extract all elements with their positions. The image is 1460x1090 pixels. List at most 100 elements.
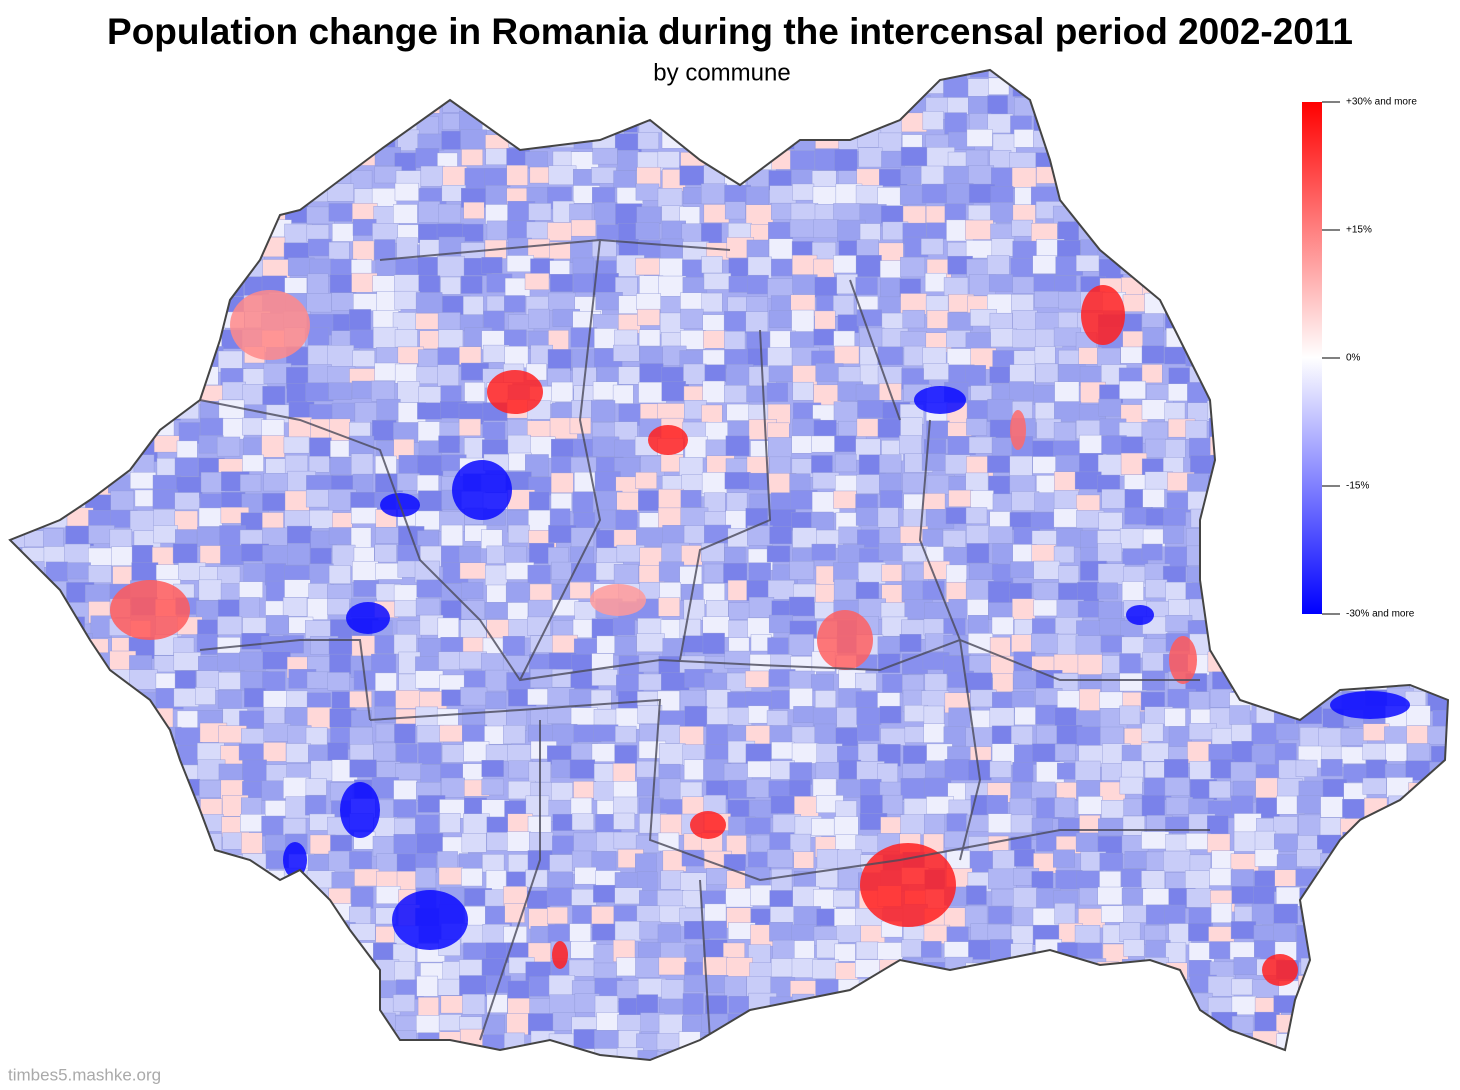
commune xyxy=(617,1014,642,1033)
commune xyxy=(10,187,23,207)
commune xyxy=(1209,238,1238,257)
commune xyxy=(67,709,96,729)
commune xyxy=(813,328,836,346)
commune xyxy=(1119,776,1143,795)
commune xyxy=(1364,1032,1391,1050)
commune xyxy=(789,560,815,580)
commune xyxy=(1033,385,1057,405)
commune xyxy=(1299,887,1321,910)
commune xyxy=(1342,152,1365,171)
commune xyxy=(772,939,795,960)
commune xyxy=(1426,418,1448,437)
commune xyxy=(969,1013,993,1033)
commune xyxy=(855,672,877,691)
commune xyxy=(813,219,839,238)
commune xyxy=(130,206,156,226)
commune xyxy=(1322,259,1348,277)
commune xyxy=(1342,381,1369,401)
commune xyxy=(86,418,113,437)
commune xyxy=(1322,494,1346,511)
commune xyxy=(813,1067,841,1083)
commune xyxy=(1431,632,1448,655)
commune xyxy=(1432,581,1448,604)
commune xyxy=(1386,311,1413,333)
commune xyxy=(635,183,660,201)
commune xyxy=(263,129,287,147)
commune xyxy=(109,529,132,548)
commune xyxy=(354,995,380,1018)
commune xyxy=(835,727,858,747)
commune xyxy=(1384,438,1406,461)
commune xyxy=(130,184,155,205)
commune xyxy=(1429,345,1448,363)
commune xyxy=(438,329,464,350)
commune xyxy=(1409,507,1433,529)
commune xyxy=(307,273,329,294)
commune xyxy=(196,259,218,277)
commune xyxy=(1099,852,1124,871)
commune xyxy=(635,472,658,489)
commune xyxy=(926,1049,954,1060)
legend-label: -30% and more xyxy=(1346,609,1415,620)
commune xyxy=(374,635,396,654)
commune xyxy=(1322,380,1348,403)
commune xyxy=(574,97,598,119)
commune xyxy=(1186,291,1210,311)
commune xyxy=(111,201,136,220)
commune xyxy=(307,957,336,979)
commune xyxy=(395,743,418,763)
commune xyxy=(1384,957,1413,975)
commune xyxy=(21,152,44,171)
commune xyxy=(701,920,727,939)
commune xyxy=(349,851,372,869)
commune xyxy=(23,1034,49,1053)
commune xyxy=(1142,488,1165,508)
commune xyxy=(417,997,439,1017)
commune xyxy=(1230,761,1257,783)
commune xyxy=(524,273,550,290)
commune xyxy=(288,1030,317,1051)
commune xyxy=(306,671,330,689)
commune xyxy=(1208,78,1230,97)
commune xyxy=(220,941,243,963)
commune xyxy=(1427,114,1448,132)
commune xyxy=(306,74,331,96)
commune xyxy=(1361,582,1389,600)
commune xyxy=(834,816,859,837)
commune xyxy=(353,77,380,99)
commune xyxy=(1276,383,1304,403)
commune xyxy=(968,633,993,654)
commune xyxy=(1165,439,1186,458)
commune xyxy=(878,543,906,561)
commune xyxy=(284,579,311,598)
commune xyxy=(528,203,552,221)
commune xyxy=(1296,795,1323,814)
commune xyxy=(1277,1071,1297,1090)
commune xyxy=(1277,257,1299,275)
commune xyxy=(42,115,68,135)
commune xyxy=(1450,744,1460,762)
commune xyxy=(176,440,198,460)
commune xyxy=(42,940,64,962)
commune xyxy=(1013,887,1038,909)
commune xyxy=(284,454,308,474)
commune xyxy=(131,817,157,835)
commune xyxy=(1253,417,1279,437)
commune xyxy=(1384,975,1408,992)
commune xyxy=(1229,294,1251,311)
commune xyxy=(151,258,174,277)
commune xyxy=(768,238,793,260)
commune xyxy=(1278,421,1301,444)
commune xyxy=(1427,237,1448,255)
commune xyxy=(856,1030,879,1049)
commune xyxy=(10,457,23,476)
commune xyxy=(1255,637,1279,655)
commune xyxy=(701,223,722,244)
commune xyxy=(373,326,398,349)
commune xyxy=(1383,996,1410,1016)
commune xyxy=(770,1052,799,1060)
commune xyxy=(1384,905,1407,926)
commune xyxy=(1431,870,1448,893)
commune xyxy=(1253,309,1280,333)
commune xyxy=(748,562,771,581)
